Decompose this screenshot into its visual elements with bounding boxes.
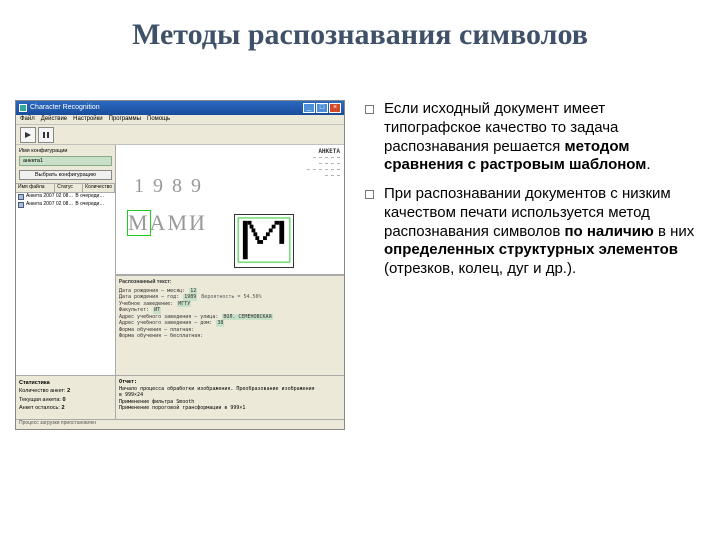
handwriting-year: 1 9 8 9 bbox=[134, 175, 203, 197]
image-area[interactable]: АНКЕТА — — — — — — — — — — — — — — — — —… bbox=[116, 145, 344, 275]
char-zoom-inner bbox=[237, 217, 291, 265]
filelist-header: Имя файла Статус Количество bbox=[16, 183, 115, 193]
menu-programs[interactable]: Программы bbox=[109, 116, 141, 123]
list-item[interactable]: Анкета 2007 02 08… В очереди… bbox=[16, 193, 115, 201]
file-icon bbox=[18, 202, 24, 208]
bullet-item: Если исходный документ имеет типографско… bbox=[365, 100, 705, 175]
file-name: Анкета 2007 02 08… bbox=[26, 202, 73, 208]
recognized-title: Распознанный текст: bbox=[119, 279, 341, 286]
titlebar: Character Recognition _ □ × bbox=[16, 101, 344, 115]
doc-line: — — — bbox=[307, 173, 340, 179]
window-title: Character Recognition bbox=[30, 104, 100, 112]
app-icon bbox=[19, 104, 27, 112]
stat-log: Отчет: Начало процесса обработки изображ… bbox=[116, 376, 344, 419]
toolbar bbox=[16, 125, 344, 145]
select-config-button[interactable]: Выбрать конфигурацию bbox=[19, 170, 112, 180]
log-line: Начало процесса обработки изображения. П… bbox=[119, 386, 315, 392]
log-line: Применение фильтра Smooth bbox=[119, 399, 194, 405]
col-filename[interactable]: Имя файла bbox=[16, 184, 55, 192]
minimize-button[interactable]: _ bbox=[303, 103, 315, 113]
file-name: Анкета 2007 02 08… bbox=[26, 194, 73, 200]
recognized-panel: Распознанный текст: Дата рождения — меся… bbox=[116, 275, 344, 375]
doc-header: АНКЕТА — — — — — — — — — — — — — — — — —… bbox=[307, 148, 340, 179]
col-status[interactable]: Статус bbox=[55, 184, 83, 192]
log-title: Отчет: bbox=[119, 379, 137, 385]
log-line: Применение пороговой трансформации в 999… bbox=[119, 405, 245, 411]
main-split: Имя конфигурации анкета1 Выбрать конфигу… bbox=[16, 145, 344, 375]
menu-help[interactable]: Помощь bbox=[147, 116, 170, 123]
pause-button[interactable] bbox=[38, 127, 54, 143]
stat-panel: Статистика Количество анкет: 2 Текущая а… bbox=[16, 375, 344, 419]
maximize-button[interactable]: □ bbox=[316, 103, 328, 113]
char-zoom bbox=[234, 214, 294, 268]
config-label: Имя конфигурации bbox=[19, 148, 112, 154]
play-button[interactable] bbox=[20, 127, 36, 143]
bullet-item: При распознавании документов с низким ка… bbox=[365, 185, 705, 279]
file-status: В очереди… bbox=[75, 194, 104, 200]
log-line: в 999×24 bbox=[119, 392, 143, 398]
statusbar: Процесс загрузки приостановлен bbox=[16, 419, 344, 429]
bullet-icon bbox=[365, 190, 374, 199]
menu-file[interactable]: Файл bbox=[20, 116, 35, 123]
doc-title: АНКЕТА bbox=[307, 148, 340, 155]
bullet-text: Если исходный документ имеет типографско… bbox=[384, 100, 705, 175]
close-button[interactable]: × bbox=[329, 103, 341, 113]
file-status: В очереди… bbox=[75, 202, 104, 208]
col-count[interactable]: Количество bbox=[83, 184, 115, 192]
menu-action[interactable]: Действие bbox=[41, 116, 67, 123]
bullet-icon bbox=[365, 105, 374, 114]
bullet-text: При распознавании документов с низким ка… bbox=[384, 185, 705, 279]
content-area: Character Recognition _ □ × Файл Действи… bbox=[15, 100, 705, 430]
stats-title: Статистика bbox=[19, 380, 50, 386]
list-item[interactable]: Анкета 2007 02 08… В очереди… bbox=[16, 201, 115, 209]
config-panel: Имя конфигурации анкета1 Выбрать конфигу… bbox=[16, 145, 115, 183]
file-icon bbox=[18, 194, 24, 200]
filelist: Анкета 2007 02 08… В очереди… Анкета 200… bbox=[16, 193, 115, 375]
menu-settings[interactable]: Настройки bbox=[73, 116, 102, 123]
recog-row: Форма обучения — бесплатная: bbox=[119, 333, 341, 340]
selection-frame bbox=[127, 210, 151, 236]
text-column: Если исходный документ имеет типографско… bbox=[365, 100, 705, 430]
slide-title: Методы распознавания символов bbox=[0, 18, 720, 52]
config-value: анкета1 bbox=[19, 156, 112, 166]
stat-left: Статистика Количество анкет: 2 Текущая а… bbox=[16, 376, 116, 419]
app-window: Character Recognition _ □ × Файл Действи… bbox=[15, 100, 345, 430]
right-pane: АНКЕТА — — — — — — — — — — — — — — — — —… bbox=[116, 145, 344, 375]
left-pane: Имя конфигурации анкета1 Выбрать конфигу… bbox=[16, 145, 116, 375]
menubar: Файл Действие Настройки Программы Помощь bbox=[16, 115, 344, 125]
